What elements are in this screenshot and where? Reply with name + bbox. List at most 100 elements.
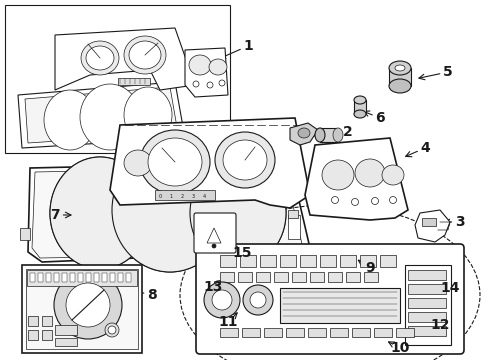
Circle shape [219,80,225,86]
Bar [54,273,59,282]
Polygon shape [305,138,408,220]
Text: 8: 8 [147,288,157,302]
Bar [408,298,446,308]
Ellipse shape [50,157,150,269]
Circle shape [390,197,396,203]
Ellipse shape [148,138,202,186]
Circle shape [243,285,273,315]
Bar [422,218,436,226]
Ellipse shape [298,128,310,138]
Ellipse shape [223,140,267,180]
Circle shape [332,197,339,203]
Ellipse shape [395,65,405,71]
Text: 3: 3 [455,215,465,229]
Ellipse shape [389,79,411,93]
Circle shape [351,198,359,206]
Ellipse shape [50,157,150,269]
Bar [346,272,360,282]
Ellipse shape [315,128,325,142]
Text: 7: 7 [50,208,60,222]
Bar [389,68,411,86]
Bar [380,255,396,267]
Bar [110,273,115,282]
Bar [28,330,38,340]
Bar [264,328,282,337]
Bar [328,272,342,282]
Text: 4: 4 [202,194,206,199]
Text: 15: 15 [232,246,252,260]
Bar [220,328,238,337]
Bar [62,273,67,282]
Text: 1: 1 [170,194,172,199]
Ellipse shape [355,159,385,187]
Bar [408,312,446,322]
Bar [220,255,236,267]
Bar [30,273,35,282]
Circle shape [193,81,199,87]
Polygon shape [185,48,228,97]
Polygon shape [207,228,221,243]
Bar [78,273,83,282]
Bar [288,210,298,218]
Ellipse shape [124,87,172,143]
Bar [118,273,123,282]
Bar [5,5,230,153]
Bar [42,330,52,340]
Bar [330,328,348,337]
Ellipse shape [124,36,166,74]
Bar [320,128,338,142]
Text: 10: 10 [391,341,410,355]
Bar [300,255,316,267]
Bar [55,338,77,346]
Polygon shape [415,210,450,242]
Bar [310,272,324,282]
Ellipse shape [81,41,119,75]
Text: 0: 0 [158,194,162,199]
Bar [126,273,131,282]
Bar [27,270,137,286]
Bar [220,272,234,282]
Ellipse shape [333,128,343,142]
Bar [26,269,138,349]
Ellipse shape [129,41,161,69]
Bar [38,273,43,282]
Ellipse shape [189,55,211,75]
Bar [374,328,392,337]
Ellipse shape [124,150,152,176]
Bar [274,272,288,282]
Circle shape [54,271,122,339]
Bar [408,270,446,280]
Bar [364,272,378,282]
Polygon shape [25,87,178,143]
Ellipse shape [209,59,227,75]
Ellipse shape [190,159,286,267]
Bar [240,255,256,267]
Bar [20,228,30,240]
Bar [94,273,99,282]
Text: 4: 4 [420,141,430,155]
Text: 14: 14 [440,281,460,295]
Polygon shape [110,118,310,208]
Bar [308,328,326,337]
Text: 3: 3 [192,194,195,199]
Bar [280,288,400,323]
FancyBboxPatch shape [22,265,142,353]
Text: 5: 5 [443,65,453,79]
Circle shape [212,290,232,310]
Ellipse shape [86,46,114,70]
Text: 12: 12 [430,318,450,332]
Ellipse shape [354,110,366,118]
Bar [354,100,366,114]
Ellipse shape [112,148,228,272]
Polygon shape [290,123,318,145]
Polygon shape [18,82,185,148]
Ellipse shape [382,165,404,185]
Bar [286,328,304,337]
Bar [28,316,38,326]
Ellipse shape [322,160,354,190]
Circle shape [108,326,116,334]
Ellipse shape [44,90,96,150]
Bar [242,328,260,337]
Bar [408,326,446,336]
Bar [42,316,52,326]
